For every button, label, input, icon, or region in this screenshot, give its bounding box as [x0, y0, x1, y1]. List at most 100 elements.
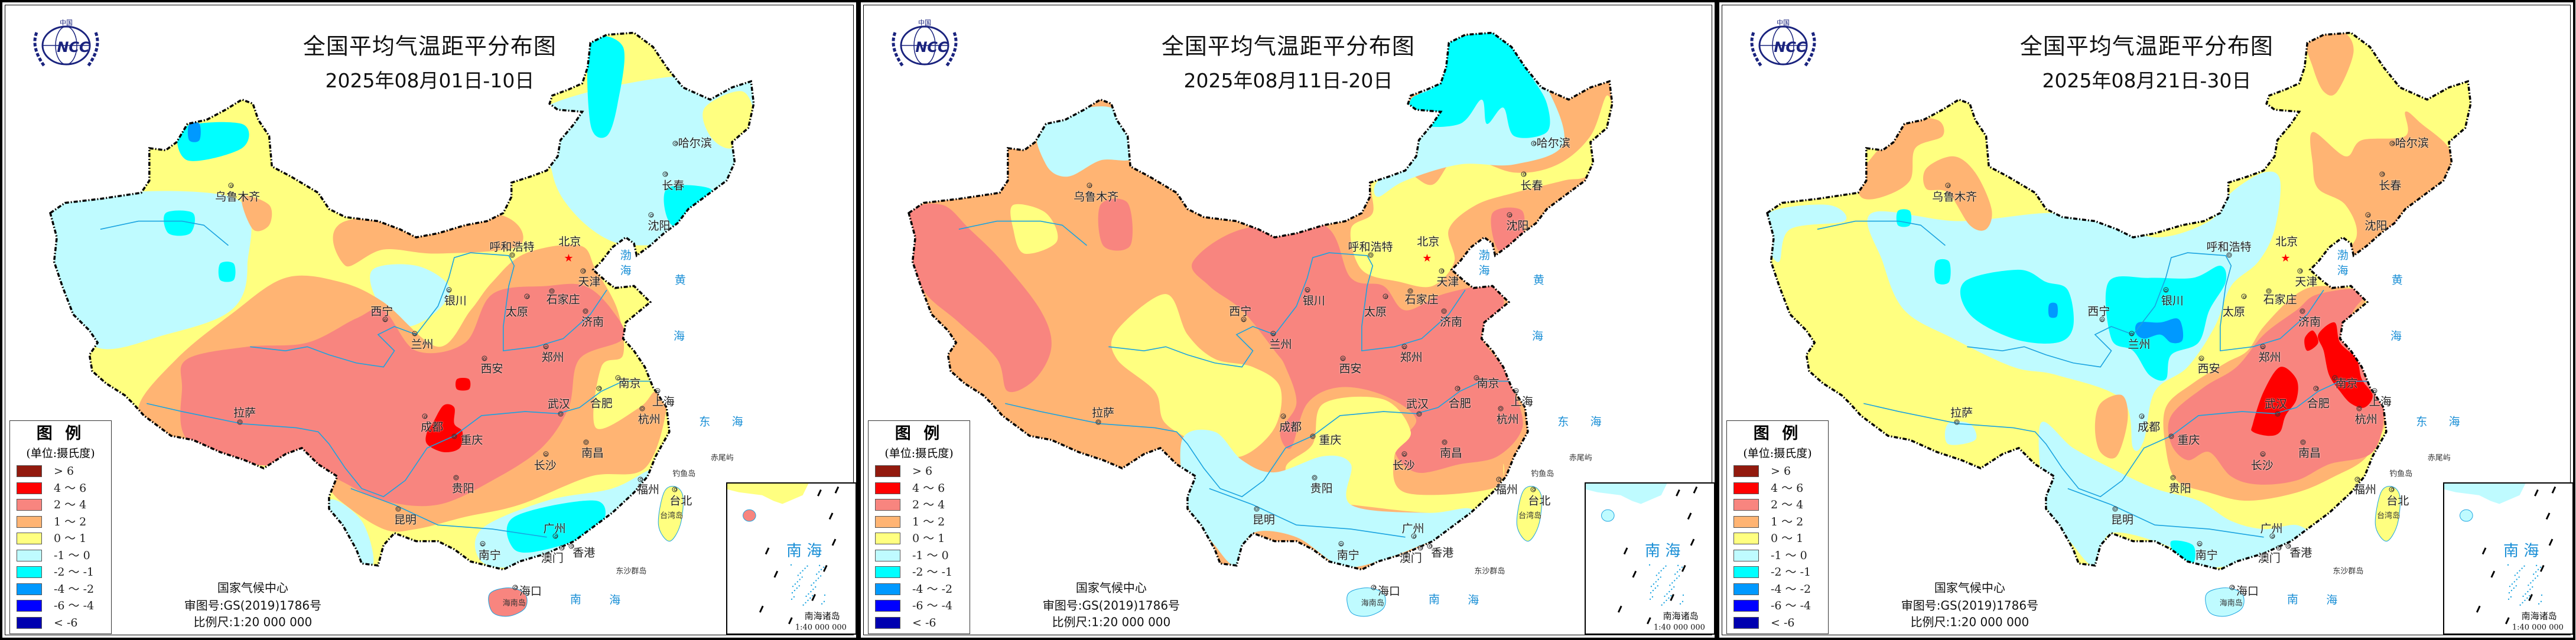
city-label: 长沙	[1392, 459, 1415, 472]
city-label: 石家庄	[1404, 293, 1439, 306]
capital-star-icon: ★	[564, 252, 574, 265]
anomaly-region	[1350, 95, 1612, 288]
china-map	[2, 2, 856, 638]
city-label: 上海	[2369, 395, 2392, 409]
anomaly-region	[587, 35, 625, 138]
city-marker-icon	[237, 419, 243, 425]
legend-swatch	[17, 616, 42, 629]
city-label: 西宁	[1229, 305, 1252, 318]
boundary-dash	[2505, 617, 2510, 625]
anomaly-region	[2251, 367, 2298, 436]
place-label: 东沙群岛	[2333, 567, 2364, 576]
city-marker-icon	[2332, 375, 2338, 381]
sea-label: 海	[2448, 415, 2460, 429]
sea-label: 黄	[2391, 273, 2403, 287]
sea-label: 渤	[2337, 249, 2349, 262]
city-label: 拉萨	[233, 406, 256, 420]
city-marker-icon	[543, 344, 549, 350]
legend-item: 2 ～ 4	[17, 498, 86, 511]
city-marker-icon	[2260, 451, 2266, 457]
city-label: 合肥	[590, 397, 613, 410]
legend-item: < -6	[1733, 616, 1794, 629]
legend-label: 1 ～ 2	[1771, 515, 1804, 528]
river	[1209, 488, 1406, 537]
city-label: 西宁	[370, 305, 393, 318]
city-label: 呼和浩特	[489, 240, 535, 254]
legend-swatch	[1733, 482, 1759, 494]
legend-swatch	[1733, 533, 1759, 544]
legend-unit: (单位:摄氏度)	[26, 447, 95, 460]
city-label: 长春	[1520, 179, 1543, 192]
city-marker-icon	[1241, 316, 1247, 322]
city-label: 南昌	[581, 446, 604, 460]
legend-swatch	[17, 600, 42, 612]
city-marker-icon	[1531, 141, 1537, 146]
river	[147, 381, 650, 497]
footer-approval: 审图号:GS(2019)1786号	[184, 598, 322, 613]
legend-swatch	[1733, 549, 1759, 561]
city-marker-icon	[1340, 355, 1346, 361]
legend-title: 图 例	[1753, 425, 1802, 443]
legend-item: -6 ～ -4	[1733, 599, 1811, 612]
anomaly-region	[180, 283, 625, 507]
city-label: 昆明	[1252, 513, 1275, 527]
city-marker-icon	[509, 252, 515, 258]
hainan-island	[489, 588, 527, 616]
city-label: 沈阳	[1506, 219, 1529, 233]
city-marker-icon	[559, 545, 565, 551]
legend-item: 0 ～ 1	[17, 532, 86, 545]
boundary-dash	[1623, 547, 1628, 555]
city-label: 重庆	[2177, 433, 2200, 447]
legend-label: 2 ～ 4	[1771, 498, 1804, 511]
city-label: 郑州	[2258, 351, 2281, 364]
map-title: 全国平均气温距平分布图	[2019, 33, 2273, 60]
sea-label: 海	[673, 329, 685, 343]
place-label: 钓鱼岛	[672, 469, 696, 479]
sea-label: 南	[1428, 593, 1440, 606]
city-marker-icon	[1507, 212, 1513, 218]
legend-swatch	[875, 499, 900, 511]
national-border	[909, 32, 1612, 569]
anomaly-region	[1896, 209, 1912, 227]
city-label: 海口	[1377, 585, 1400, 598]
map-panel: 中国 NCC 全国平均气温距平分布图 2025年08月01日-10日 乌鲁木齐 哈尔滨 长春…	[0, 0, 858, 640]
boundary-dash	[822, 564, 828, 572]
city-marker-icon	[615, 375, 621, 381]
city-label: 武汉	[547, 397, 570, 411]
legend-item: > 6	[875, 465, 932, 478]
legend-item: > 6	[1733, 465, 1791, 478]
legend-item: -4 ～ -2	[875, 583, 952, 596]
legend-swatch	[1733, 499, 1759, 511]
city-marker-icon	[395, 506, 401, 512]
city-label: 上海	[652, 395, 675, 409]
city-label: 台北	[669, 494, 692, 508]
city-label: 兰州	[2128, 338, 2151, 351]
place-label: 东沙群岛	[1474, 567, 1505, 576]
svg-text:中国: 中国	[60, 19, 73, 27]
city-label: 太原	[2222, 305, 2245, 319]
inset-scale: 1:40 000 000	[2512, 623, 2564, 632]
city-marker-icon	[1513, 388, 1519, 394]
city-marker-icon	[1411, 533, 1417, 539]
anomaly-region	[2305, 32, 2354, 96]
city-label: 福州	[1495, 483, 1518, 497]
city-label: 济南	[581, 315, 604, 329]
sea-label: 海	[620, 264, 632, 277]
legend-swatch	[875, 600, 900, 612]
city-marker-icon	[2354, 476, 2360, 482]
city-label: 拉萨	[1092, 406, 1115, 420]
hainan-island	[2206, 588, 2244, 616]
sea-label: 渤	[620, 249, 632, 262]
city-marker-icon	[1954, 419, 1960, 425]
legend-item: -4 ～ -2	[17, 583, 94, 596]
anomaly-region	[1767, 204, 1847, 262]
svg-text:NCC: NCC	[915, 39, 948, 55]
anomaly-region	[909, 204, 1052, 393]
city-label: 南京	[618, 377, 641, 390]
inset-scale: 1:40 000 000	[795, 623, 847, 632]
city-marker-icon	[453, 475, 459, 481]
city-label: 长春	[2379, 179, 2402, 192]
taiwan-island	[2375, 486, 2400, 541]
city-label: 哈尔滨	[2395, 136, 2429, 150]
